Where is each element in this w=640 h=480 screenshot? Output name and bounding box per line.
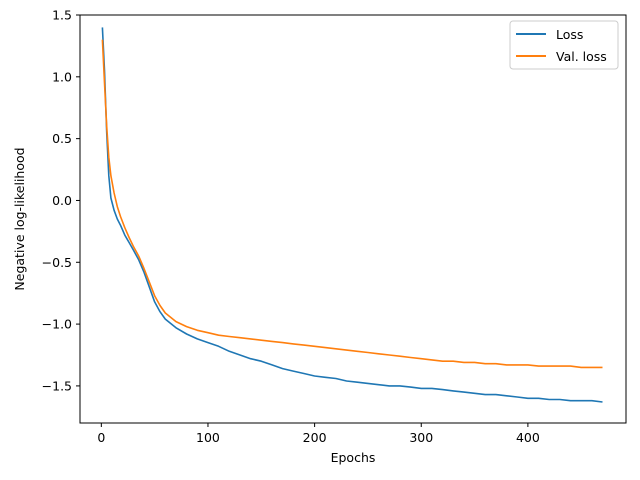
y-tick-label: 1.0 [52, 69, 72, 84]
x-tick-label: 400 [516, 430, 540, 445]
y-tick-label: 1.5 [52, 8, 72, 23]
plot-frame [79, 14, 627, 424]
legend-label-val-loss: Val. loss [556, 49, 607, 64]
x-axis-title: Epochs [331, 450, 376, 465]
y-axis-ticks: 1.5 1.0 0.5 0.0 −0.5 −1.0 −1.5 [42, 8, 80, 393]
y-tick-label: 0.0 [52, 193, 72, 208]
x-tick-label: 0 [97, 430, 105, 445]
series-layer [101, 27, 603, 403]
x-axis-ticks: 0 100 200 300 400 [97, 423, 540, 445]
x-tick-label: 200 [303, 430, 327, 445]
legend-label-loss: Loss [556, 27, 583, 42]
series-line-val-loss [101, 39, 603, 369]
y-tick-label: −1.0 [42, 317, 72, 332]
x-tick-label: 100 [196, 430, 220, 445]
y-tick-label: −1.5 [42, 378, 72, 393]
x-tick-label: 300 [409, 430, 433, 445]
y-tick-label: 0.5 [52, 131, 72, 146]
y-axis-title: Negative log-likelihood [12, 147, 27, 290]
y-tick-label: −0.5 [42, 255, 72, 270]
legend: Loss Val. loss [509, 20, 619, 70]
series-line-loss [101, 27, 603, 403]
